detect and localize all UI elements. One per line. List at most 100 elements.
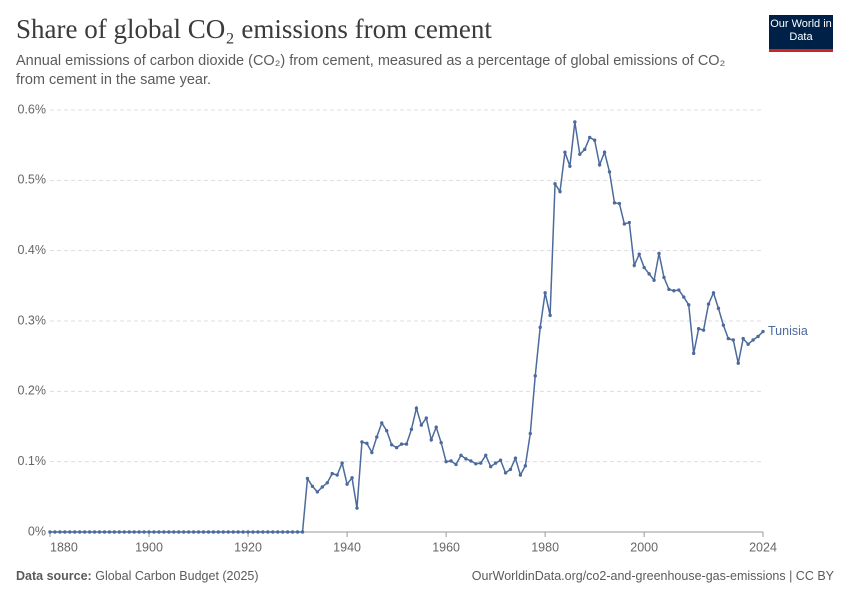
point [627, 220, 632, 225]
x-tick-label: 1960 [432, 540, 460, 554]
point [652, 278, 656, 282]
y-tick-label: 0.4% [18, 243, 47, 257]
point [513, 456, 518, 460]
point [706, 302, 711, 306]
point [588, 135, 592, 140]
point [691, 351, 696, 356]
point [206, 530, 211, 534]
point [647, 272, 651, 276]
point [384, 429, 389, 433]
point [677, 288, 681, 292]
point [112, 530, 117, 534]
point [419, 423, 424, 427]
point [375, 435, 379, 439]
point [320, 485, 325, 489]
point [315, 490, 320, 494]
chart-title: Share of global CO₂ emissions from cemen… [16, 14, 492, 44]
point [439, 440, 443, 445]
point [389, 443, 394, 447]
point [256, 530, 260, 534]
point [380, 421, 384, 425]
point [201, 530, 206, 534]
point [92, 530, 97, 534]
point [276, 530, 280, 534]
point [528, 431, 532, 436]
point [340, 461, 344, 465]
credit[interactable]: OurWorldinData.org/co2-and-greenhouse-ga… [471, 569, 834, 583]
point [479, 461, 483, 465]
point [290, 530, 295, 534]
point [350, 476, 354, 480]
point [548, 313, 552, 318]
y-tick-label: 0.3% [18, 313, 47, 327]
y-tick-label: 0.5% [18, 173, 47, 187]
point [345, 482, 349, 486]
point [162, 530, 166, 534]
point [216, 530, 221, 534]
x-tick-label: 2024 [749, 540, 777, 554]
point [751, 338, 755, 342]
point [87, 530, 92, 534]
point [474, 462, 478, 466]
point [221, 530, 225, 534]
point [281, 530, 285, 534]
point [261, 530, 265, 534]
point [271, 530, 275, 534]
point [503, 471, 508, 475]
source-text: Global Carbon Budget (2025) [95, 569, 259, 583]
point [97, 530, 102, 534]
point [231, 530, 235, 534]
point [53, 530, 57, 534]
point [533, 374, 537, 378]
point [424, 416, 429, 420]
point [583, 147, 587, 152]
logo[interactable]: Our World in Data [769, 15, 833, 52]
point [191, 530, 196, 534]
point [746, 342, 750, 346]
series-label: Tunisia [768, 324, 808, 338]
point [360, 440, 364, 444]
point [285, 530, 290, 534]
point [741, 336, 745, 341]
point [295, 530, 300, 534]
y-tick-label: 0% [28, 524, 46, 538]
point [592, 138, 597, 142]
source: Data source: Global Carbon Budget (2025) [16, 569, 259, 583]
point [687, 303, 691, 307]
point [172, 530, 176, 534]
point [464, 457, 468, 461]
point [355, 506, 359, 510]
point [622, 222, 627, 226]
point [117, 530, 122, 534]
point [454, 462, 458, 467]
point [637, 252, 641, 256]
point [404, 442, 409, 446]
point [696, 327, 701, 331]
point [157, 530, 161, 534]
point [662, 275, 666, 280]
point [736, 361, 740, 365]
point [459, 453, 463, 458]
y-tick-label: 0.1% [18, 454, 47, 468]
point [726, 336, 731, 341]
point [48, 530, 52, 534]
point [568, 164, 572, 168]
point [335, 473, 339, 477]
point [701, 328, 706, 332]
point [434, 425, 438, 429]
point [711, 291, 716, 295]
point [325, 481, 329, 485]
point [607, 170, 612, 174]
point [132, 530, 136, 534]
point [236, 530, 240, 534]
point [721, 323, 726, 327]
point [682, 295, 686, 299]
x-tick-label: 1880 [50, 540, 78, 554]
point [365, 441, 369, 446]
point [241, 530, 245, 534]
point [538, 325, 542, 330]
point [305, 476, 310, 481]
point [543, 291, 547, 295]
point [761, 329, 765, 334]
point [310, 484, 315, 488]
